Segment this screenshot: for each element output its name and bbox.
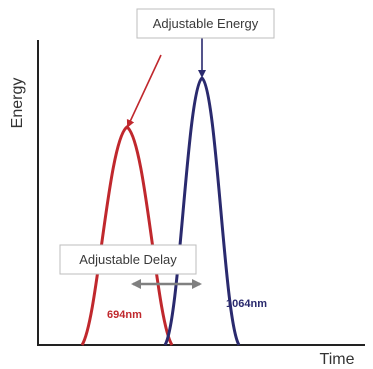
adjustable-delay-label: Adjustable Delay xyxy=(79,252,177,267)
adjustable-delay-callout: Adjustable Delay xyxy=(59,244,197,275)
x-axis-label: Time xyxy=(320,351,355,368)
adjustable-energy-label: Adjustable Energy xyxy=(153,16,259,31)
adjustable-energy-callout: Adjustable Energy xyxy=(136,8,275,39)
energy-arrow-red xyxy=(126,54,162,128)
y-axis-label: Energy xyxy=(9,78,26,129)
pulse-label-694nm: 694nm xyxy=(107,309,142,321)
pulse-label-1064nm: 1064nm xyxy=(226,298,267,310)
